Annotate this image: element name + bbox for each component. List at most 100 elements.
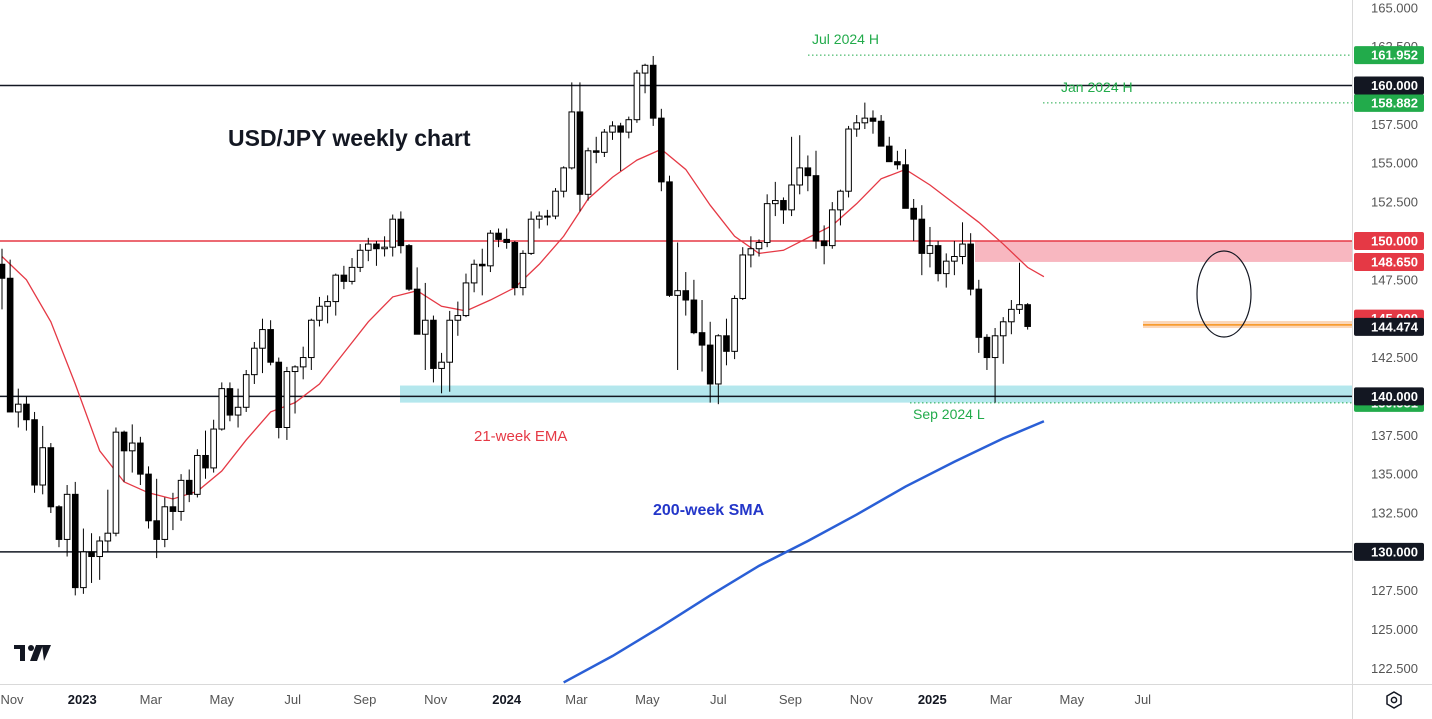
price-tag-140.000-bg (1354, 387, 1424, 406)
candle-body (6, 277, 14, 413)
candle-body (576, 111, 584, 195)
candle-body (397, 218, 405, 247)
gear-icon[interactable] (1386, 691, 1402, 709)
candle-body (592, 150, 600, 153)
candle-body (438, 361, 445, 369)
candle-body (877, 120, 885, 147)
candle-body (381, 246, 388, 250)
candle-body (145, 473, 152, 522)
candle-body (80, 551, 87, 589)
candle-body (641, 64, 649, 74)
candle-body (649, 64, 657, 119)
candle-body (820, 240, 828, 247)
candle-body (478, 263, 486, 267)
candle-body (251, 347, 258, 376)
candle-body (47, 447, 55, 508)
candle-body (55, 506, 63, 540)
x-tick-month: Mar (990, 692, 1013, 707)
candle-body (666, 181, 673, 296)
candle-body (96, 540, 103, 558)
price-tag-148.650: 148.650 (1371, 254, 1418, 269)
y-tick-label: 165.000 (1371, 0, 1418, 15)
price-tag-144.474-bg (1354, 317, 1424, 336)
candle-body (828, 209, 836, 247)
candle-body (112, 431, 120, 534)
candle-body (31, 419, 38, 486)
candle-body (462, 282, 470, 317)
candle-body (39, 447, 47, 486)
candle-body (885, 145, 893, 163)
candle-body (373, 243, 380, 250)
candle-body (780, 200, 787, 211)
candle-body (348, 266, 356, 282)
candle-body (918, 218, 926, 254)
tradingview-logo-icon (14, 645, 51, 661)
y-tick-label: 132.500 (1371, 506, 1418, 521)
candle-body (511, 242, 519, 289)
price-tag-158.882: 158.882 (1371, 95, 1418, 110)
candle-body (389, 218, 397, 248)
candle-body (731, 297, 738, 352)
x-tick-month: Nov (850, 692, 874, 707)
x-tick-month: Sep (353, 692, 376, 707)
candle-body (739, 254, 747, 299)
candle-body (812, 175, 820, 242)
candle-body (869, 117, 877, 122)
x-tick-year: 2024 (492, 692, 522, 707)
candle-body (568, 111, 576, 169)
candle-body (804, 167, 812, 177)
sma200-line (563, 420, 1045, 684)
candle-body (128, 442, 136, 452)
candle-body (421, 319, 429, 335)
candle-body (951, 256, 958, 262)
y-tick-label: 125.000 (1371, 622, 1418, 637)
candle-body (894, 161, 901, 166)
candle-body (723, 335, 730, 352)
candle-body (682, 290, 690, 301)
price-tag-160.000: 160.000 (1371, 78, 1418, 93)
candle-body (104, 532, 112, 542)
x-tick-month: Nov (0, 692, 24, 707)
price-tag-150.000: 150.000 (1371, 233, 1418, 248)
candle-body (1016, 304, 1023, 310)
candle-body (633, 72, 641, 121)
candle-body (837, 190, 844, 211)
candle-body (942, 260, 950, 275)
zone-0 (975, 240, 1352, 262)
candle-body (137, 442, 144, 475)
candle-body (218, 388, 226, 430)
candle-body (926, 245, 934, 254)
price-tag-161.952-bg (1354, 46, 1424, 65)
candle-body (967, 243, 974, 290)
candle-body (674, 290, 681, 296)
candle-body (487, 232, 494, 267)
candle-body (601, 131, 608, 153)
candle-body (454, 315, 462, 321)
candle-body (772, 200, 779, 205)
candle-body (747, 248, 755, 256)
logo-part (14, 645, 25, 649)
y-tick-label: 155.000 (1371, 156, 1418, 171)
y-tick-label: 137.500 (1371, 428, 1418, 443)
y-tick-label: 135.000 (1371, 467, 1418, 482)
candle-body (194, 454, 201, 495)
candle-body (63, 493, 71, 540)
candle-body (763, 203, 771, 244)
candle-body (934, 245, 942, 275)
gear-center (1390, 696, 1398, 704)
candle-body (0, 263, 6, 279)
annotation-jan-2024-h: Jan 2024 H (1061, 79, 1133, 95)
candle-body (23, 403, 30, 421)
x-tick-month: Sep (779, 692, 802, 707)
x-tick-month: May (209, 692, 234, 707)
candle-body (234, 406, 242, 416)
highlight-ellipse (1196, 250, 1252, 338)
candle-body (715, 335, 722, 385)
candle-body (698, 332, 706, 346)
candle-body (470, 263, 478, 284)
candle-body (202, 454, 209, 469)
candle-body (845, 128, 852, 192)
price-tag-130.000: 130.000 (1371, 544, 1418, 559)
